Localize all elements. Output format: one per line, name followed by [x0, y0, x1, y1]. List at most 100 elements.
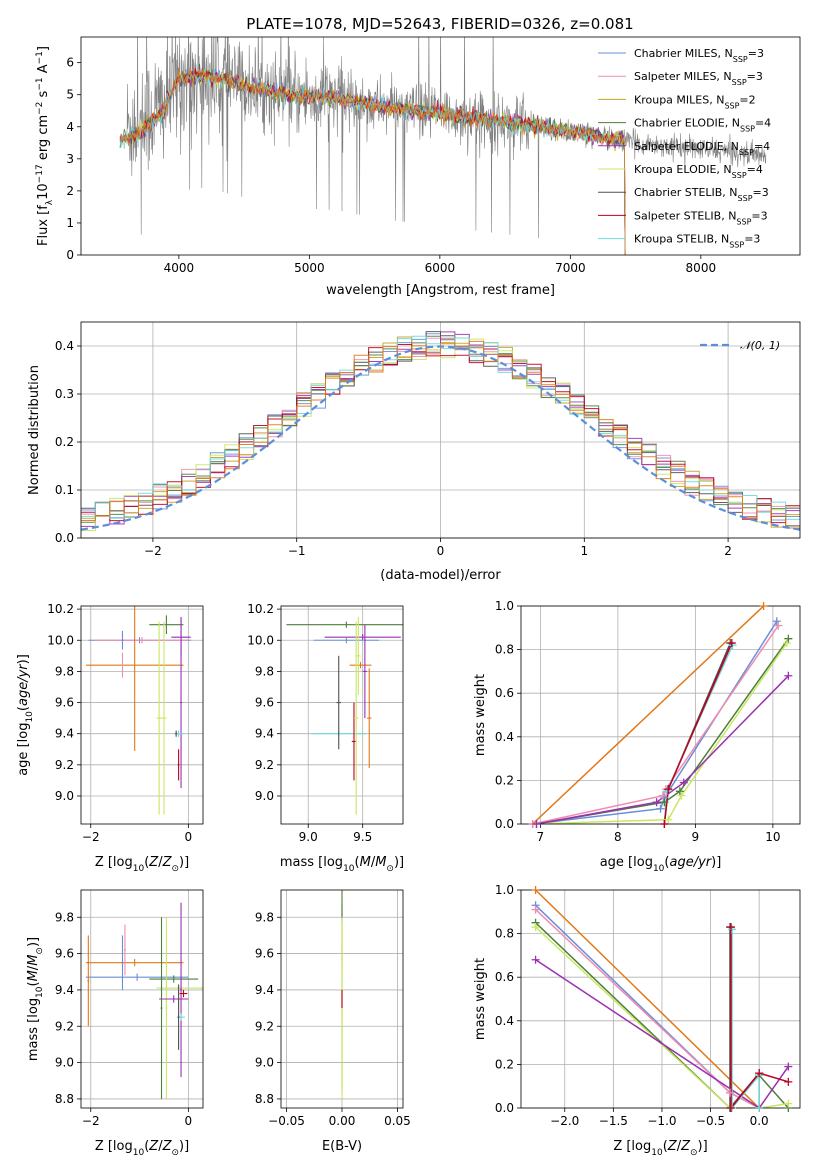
mass-weight-marker [531, 923, 540, 932]
legend-entry-suffix: =3 [747, 70, 763, 83]
model-spectrum-line [119, 68, 626, 255]
mass-weight-marker [726, 923, 735, 932]
massweight_vs_age-ytick-label: 0.2 [495, 773, 514, 787]
legend-entry-text: Kroupa STELIB, N [634, 233, 729, 246]
age_vs_mass-xlabel-part: / [371, 855, 376, 870]
age_vs_Z-xlabel-part: 10 [133, 864, 145, 874]
mass_vs_EBV-ytick-label: 9.0 [255, 1056, 274, 1070]
spectrum-ylabel-part: ] [36, 46, 51, 51]
spectrum-xlabel: wavelength [Angstrom, rest frame] [326, 283, 555, 298]
massweight_vs_age-plot-area [532, 606, 790, 824]
mass_vs_Z-xlabel-part: Z [162, 1139, 173, 1154]
age_vs_mass-xlabel-part: ( [355, 855, 360, 870]
mass-weight-marker [660, 798, 669, 807]
massweight_vs_age-ytick-label: 0.6 [495, 686, 514, 700]
mass-weight-marker [774, 621, 783, 630]
age_vs_Z-ytick-label: 9.0 [55, 789, 74, 803]
legend-entry-label: Kroupa STELIB, NSSP=3 [634, 233, 760, 250]
mass-weight-marker [656, 804, 665, 813]
massweight_vs_Z-xtick-label: 0.0 [750, 1114, 769, 1128]
age_vs_mass-xlabel-part: 10 [343, 864, 355, 874]
mass-weight-marker [784, 671, 793, 680]
massweight_vs_age-ytick-label: 0.4 [495, 730, 514, 744]
age_vs_mass-xlabel-part: )] [394, 855, 404, 870]
massweight_vs_age-xtick-label: 9 [692, 830, 700, 844]
age_vs_Z-plot-area [85, 606, 191, 815]
mass_vs_Z-xlabel-part: 10 [133, 1148, 145, 1158]
mass_vs_EBV-ytick-label: 9.4 [255, 983, 274, 997]
mass-weight-marker [660, 820, 669, 828]
spectrum-ytick-label: 3 [66, 152, 74, 166]
legend-entry-subscript: SSP [724, 101, 739, 110]
mass_vs_Z-ytick-label: 9.4 [55, 983, 74, 997]
massweight_vs_Z-ytick-label: 0.6 [495, 970, 514, 984]
age_vs_Z-ytick-label: 10.0 [47, 633, 74, 647]
massweight_vs_Z-frame [520, 889, 801, 1109]
massweight_vs_Z-xlabel-part: / [677, 1139, 682, 1154]
legend-gaussian-label: 𝒩(0, 1) [740, 339, 780, 352]
spectrum-xtick-label: 7000 [555, 261, 586, 275]
mass_vs_Z-panel: −2 08.89.09.29.49.69.8Z [log10(Z/Z⊙)]mass… [26, 889, 204, 1158]
spectrum-ylabel-part: −1 [35, 77, 45, 90]
legend-entry-suffix: =3 [751, 209, 767, 222]
mass_vs_Z-plot-area [85, 902, 203, 1099]
massweight_vs_age-xtick-label: 8 [614, 830, 622, 844]
spectrum-ylabel-part: A [36, 64, 51, 77]
mass-weight-marker [664, 785, 673, 794]
massweight_vs_Z-xlabel: Z [log10(Z/Z⊙)] [613, 1139, 707, 1158]
mass-weight-marker [652, 798, 661, 807]
spectrum-xtick-label: 4000 [164, 261, 195, 275]
legend-entry-suffix: =2 [739, 93, 755, 106]
massweight_vs_Z-xlabel-part: 10 [651, 1148, 663, 1158]
age_vs_Z-xlabel-part: Z [log [95, 855, 133, 870]
massweight_vs_age-xlabel-part: age/yr [669, 855, 712, 870]
legend-entry-text: Salpeter ELODIE, N [634, 140, 739, 153]
spectrum-ylabel: Flux [fλ10−17 erg cm−2 s−1 A−1] [35, 46, 55, 246]
legend-entry-label: Chabrier STELIB, NSSP=3 [634, 186, 769, 203]
mass_vs_Z-xlabel-part: Z [148, 1139, 159, 1154]
residuals-xtick-label: −2 [144, 544, 162, 558]
residuals-ytick-label: 0.4 [55, 339, 74, 353]
mass-weight-marker [755, 1069, 764, 1078]
mass-weight-marker [784, 634, 793, 643]
legend-entry-text: Chabrier STELIB, N [634, 186, 738, 199]
spectrum-ytick-label: 2 [66, 184, 74, 198]
mass_vs_EBV-ytick-label: 9.6 [255, 947, 274, 961]
massweight_vs_Z-xlabel-part: Z [667, 1139, 678, 1154]
mass_vs_EBV-xlabel: E(B-V) [322, 1139, 362, 1154]
legend-entry-suffix: =4 [754, 140, 770, 153]
mass-weight-marker [726, 1104, 735, 1112]
age_vs_Z-ylabel-part: ( [16, 706, 31, 711]
mass-weight-marker [784, 1077, 793, 1086]
mass_vs_Z-xlabel: Z [log10(Z/Z⊙)] [95, 1139, 189, 1158]
mass-weight-line [532, 625, 779, 824]
massweight_vs_Z-xlabel-part: )] [698, 1139, 708, 1154]
mass-weight-marker [759, 602, 768, 610]
mass_vs_Z-xtick-label: 0 [185, 1114, 193, 1128]
massweight_vs_Z-xtick-label: −0.5 [696, 1114, 725, 1128]
spectrum-ylabel-part: 10 [36, 183, 51, 200]
age_vs_mass-ytick-label: 9.8 [255, 664, 274, 678]
model-spectrum-line [119, 68, 626, 255]
massweight_vs_Z-ylabel: mass weight [473, 958, 488, 1040]
massweight_vs_age-ytick-label: 0.8 [495, 643, 514, 657]
mass-weight-marker [658, 791, 667, 800]
residuals-xtick-label: 2 [724, 544, 732, 558]
legend-entry-suffix: =4 [755, 117, 771, 130]
figure-title: PLATE=1078, MJD=52643, FIBERID=0326, z=0… [246, 15, 633, 33]
mass-weight-line [536, 642, 788, 824]
spectrum-ylabel-part: Flux [f [36, 205, 51, 246]
legend-entry-label: Kroupa MILES, NSSP=2 [634, 93, 756, 110]
mass_vs_Z-xlabel-part: ⊙ [171, 1148, 179, 1158]
residuals-ylabel: Normed distribution [27, 365, 42, 495]
age_vs_mass-panel: 9.0 9.5 9.0 9.2 9.4 9.6 9.8 10.0 10.2 mass [log10… [247, 602, 404, 874]
legend-entry-text: Kroupa ELODIE, N [634, 163, 732, 176]
age_vs_Z-xlabel-part: ⊙ [171, 864, 179, 874]
mass-weight-marker [677, 791, 686, 800]
mass-weight-marker [726, 1088, 735, 1097]
massweight_vs_Z-xtick-label: −1.5 [599, 1114, 628, 1128]
age_vs_Z-ylabel-part: 10 [25, 711, 35, 723]
age_vs_Z-ylabel: age [log10(age/yr)] [16, 654, 35, 776]
age_vs_Z-ylabel-part: )] [16, 654, 31, 664]
